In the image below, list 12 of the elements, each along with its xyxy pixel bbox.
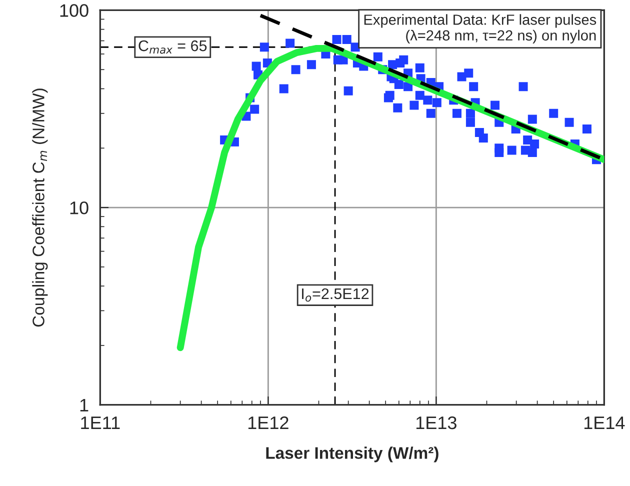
y-tick-label: 100: [60, 4, 88, 17]
y-tick-label: 1: [80, 398, 88, 412]
y-tick-label: 10: [70, 201, 88, 214]
annotation: I$_{o}$=2.5E12: [302, 288, 369, 302]
x-axis-title: Laser Intensity (W/m²): [266, 446, 438, 462]
x-tick-label: 1E13: [416, 416, 456, 430]
x-tick-label: 1E14: [584, 416, 625, 430]
annotation: Experimental Data: KrF laser pulses (λ=248 nm, τ=22 ns) on nylon: [364, 14, 596, 44]
x-tick-label: 1E11: [81, 416, 120, 430]
y-axis-title: Coupling Coefficient C$_{m}$ (N/MW): [32, 88, 48, 327]
x-tick-label: 1E12: [248, 416, 288, 430]
annotation: C$_{max}$ = 65: [138, 40, 207, 54]
